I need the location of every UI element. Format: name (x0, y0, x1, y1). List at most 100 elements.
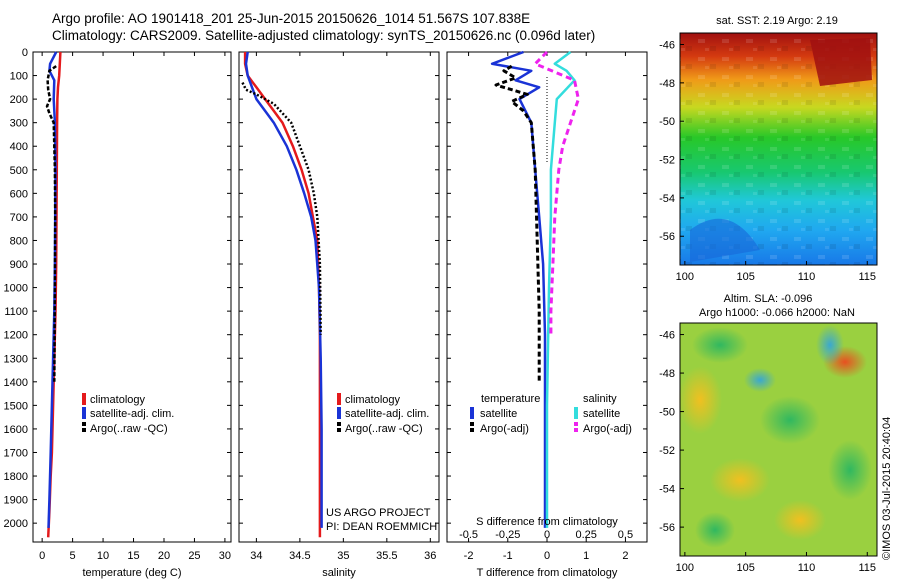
x-tick-label: 0 (544, 550, 550, 562)
series-line (533, 50, 580, 335)
legend-label-argo: Argo(..raw -QC) (90, 423, 168, 435)
salinity-legend: climatology satellite-adj. clim. Argo(..… (337, 393, 429, 435)
sla-green-patch (695, 512, 735, 548)
depth-tick-label: 900 (10, 259, 28, 271)
difference-panel: -2 -1 0 1 2 -0.5 -0.25 0 0.25 0.5 (446, 50, 648, 562)
legend-swatch-temp-satellite (470, 407, 474, 419)
depth-tick-label: 100 (10, 71, 28, 83)
legend-swatch-climatology (82, 393, 86, 405)
lat-tick-label: -52 (659, 155, 675, 167)
x-tick-label: 2 (622, 550, 628, 562)
depth-tick-label: 1900 (4, 495, 28, 507)
legend-swatch-satellite (337, 407, 341, 419)
legend-label-climatology: climatology (90, 394, 146, 406)
legend-label-climatology: climatology (345, 394, 401, 406)
legend-label-temp-satellite: satellite (480, 408, 517, 420)
sla-axis: -46 -48 -50 -52 -54 -56 100 105 110 115 (659, 330, 876, 574)
x-tick-label: -2 (464, 550, 474, 562)
x2-tick-label: 0.25 (576, 529, 597, 541)
x-tick-label: 1 (583, 550, 589, 562)
lat-tick-label: -50 (659, 116, 675, 128)
legend-title-temperature: temperature (481, 393, 540, 405)
legend-swatch-satellite (82, 407, 86, 419)
lon-tick-label: 115 (858, 271, 876, 283)
x-tick-label: 10 (97, 550, 109, 562)
legend-swatch-climatology (337, 393, 341, 405)
lat-tick-label: -52 (659, 445, 675, 457)
legend-label-argo: Argo(..raw -QC) (345, 423, 423, 435)
sla-green-patch (692, 327, 748, 363)
sla-map-subtitle: Argo h1000: -0.066 h2000: NaN (699, 307, 855, 319)
depth-tick-label: 1100 (4, 306, 28, 318)
lon-tick-label: 105 (736, 271, 754, 283)
sst-axis: -46 -48 -50 -52 -54 -56 100 105 110 115 (659, 40, 876, 283)
x-tick-label: 34.5 (289, 550, 310, 562)
x-tick-label: 5 (70, 550, 76, 562)
temperature-xlabel: temperature (deg C) (82, 567, 181, 579)
depth-tick-label: 400 (10, 141, 28, 153)
imos-stamp: ©IMOS 03-Jul-2015 20:40:04 (881, 417, 893, 560)
depth-tick-label: 800 (10, 235, 28, 247)
x2-tick-label: -0.5 (459, 529, 478, 541)
lat-tick-label: -46 (659, 40, 675, 52)
lon-tick-label: 110 (798, 271, 816, 283)
legend-label-temp-argo: Argo(-adj) (480, 423, 529, 435)
salinity-xlabel: salinity (322, 567, 356, 579)
sla-mid-patch (710, 458, 770, 502)
sla-map: Altim. SLA: -0.096 Argo h1000: -0.066 h2… (659, 293, 878, 574)
depth-tick-label: 1000 (4, 283, 28, 295)
difference-legend: temperature salinity satellite Argo(-adj… (470, 393, 632, 435)
salinity-panel: 34 34.5 35 35.5 36 (238, 51, 440, 562)
sla-low-patch (816, 325, 844, 365)
lat-tick-label: -56 (659, 522, 675, 534)
x2-tick-label: 0.5 (618, 529, 633, 541)
sst-warm-patch (810, 38, 872, 86)
sst-cold-patch (690, 218, 760, 262)
sla-green-patch (760, 396, 820, 444)
depth-tick-label: 200 (10, 94, 28, 106)
x-tick-label: 34 (250, 550, 262, 562)
s-diff-label: S difference from climatology (476, 516, 618, 528)
depth-tick-label: 0 (22, 47, 28, 59)
climatology-title: Climatology: CARS2009. Satellite-adjuste… (52, 28, 596, 43)
credit-project: US ARGO PROJECT (326, 507, 431, 519)
x-tick-label: 30 (219, 550, 231, 562)
depth-tick-label: 300 (10, 118, 28, 130)
sst-map-title: sat. SST: 2.19 Argo: 2.19 (716, 15, 838, 27)
series-line (45, 65, 57, 382)
series-line (545, 51, 576, 528)
legend-swatch-sal-satellite (574, 407, 578, 419)
lon-tick-label: 110 (798, 562, 816, 574)
lat-tick-label: -54 (659, 484, 675, 496)
sst-map: sat. SST: 2.19 Argo: 2.19 -46 -48 -50 -52 -5… (659, 15, 878, 283)
depth-tick-label: 600 (10, 188, 28, 200)
lon-tick-label: 105 (736, 562, 754, 574)
x2-tick-label: 0 (544, 529, 550, 541)
sla-mid-patch (774, 500, 826, 540)
depth-tick-label: 1500 (4, 400, 28, 412)
depth-tick-label: 1800 (4, 471, 28, 483)
x-tick-label: 20 (158, 550, 170, 562)
x-tick-label: 15 (127, 550, 139, 562)
legend-label-satellite: satellite-adj. clim. (90, 408, 174, 420)
depth-tick-label: 1700 (4, 447, 28, 459)
lon-tick-label: 100 (676, 271, 694, 283)
depth-axis: 0 100 200 300 400 500 600 700 800 900 1000 1100 1200… (4, 47, 28, 530)
depth-tick-label: 700 (10, 212, 28, 224)
sla-mid-patch (678, 366, 722, 434)
temperature-legend: climatology satellite-adj. clim. Argo(..… (82, 393, 174, 435)
credit-pi: PI: DEAN ROEMMICH (326, 521, 437, 533)
sla-low-patch (744, 368, 776, 392)
profile-title: Argo profile: AO 1901418_201 25-Jun-2015… (52, 11, 531, 26)
depth-tick-label: 1300 (4, 353, 28, 365)
depth-tick-label: 1200 (4, 330, 28, 342)
series-line (241, 82, 322, 335)
x-tick-label: 35.5 (376, 550, 397, 562)
lat-tick-label: -54 (659, 193, 675, 205)
x-tick-label: 35 (337, 550, 349, 562)
depth-tick-label: 500 (10, 165, 28, 177)
x2-tick-label: -0.25 (495, 529, 520, 541)
lon-tick-label: 100 (676, 562, 694, 574)
depth-tick-label: 1400 (4, 377, 28, 389)
